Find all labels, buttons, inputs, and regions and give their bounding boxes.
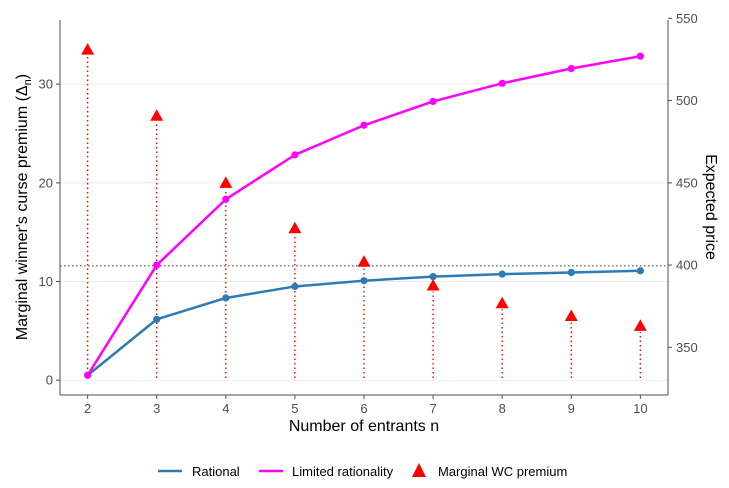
y-left-tick-label: 0 bbox=[46, 373, 53, 388]
limited-rationality-point bbox=[360, 121, 368, 129]
limited-rationality-point bbox=[429, 97, 437, 106]
limited-rationality-point bbox=[636, 52, 644, 60]
y-right-axis-title: Expected price bbox=[702, 154, 719, 260]
y-left-axis-title: Marginal winner's curse premium (Δn) bbox=[14, 74, 34, 340]
limited-rationality-point bbox=[291, 151, 299, 159]
premium-triangle-point bbox=[426, 278, 440, 291]
premium-triangle-point bbox=[495, 296, 509, 309]
rational-point bbox=[567, 268, 575, 277]
y-left-tick-label: 20 bbox=[39, 175, 53, 190]
rational-point bbox=[360, 277, 368, 285]
axes bbox=[59, 20, 669, 396]
x-axis-title: Number of entrants n bbox=[289, 418, 439, 435]
y-right-tick-label: 400 bbox=[676, 258, 698, 273]
legend-premium-label: Marginal WC premium bbox=[438, 464, 567, 479]
limited-rationality-point bbox=[84, 371, 92, 379]
ticks: 0 10 20 30 350 400 450 500 550 2 3 4 5 6 7 8 9 10 bbox=[39, 11, 698, 416]
premium-stems bbox=[86, 55, 642, 378]
y-right-tick-label: 550 bbox=[676, 11, 698, 26]
limited-rationality-point bbox=[222, 195, 230, 203]
y-right-tick-label: 450 bbox=[676, 175, 698, 190]
premium-triangle-point bbox=[81, 43, 95, 55]
rational-point bbox=[429, 272, 437, 281]
y-left-title-sub: n bbox=[22, 79, 34, 85]
legend: Rational Limited rationality Marginal WC… bbox=[158, 463, 567, 479]
x-tick-label: 3 bbox=[153, 401, 160, 416]
premium-triangle-point bbox=[357, 255, 371, 267]
rational-point bbox=[153, 315, 161, 323]
limited-rationality-point bbox=[498, 79, 506, 87]
limited-rationality-point bbox=[153, 261, 161, 269]
gridlines bbox=[60, 83, 668, 381]
x-tick-label: 2 bbox=[84, 401, 91, 416]
rational-point bbox=[636, 267, 644, 275]
rational-point bbox=[222, 294, 230, 302]
legend-limited-label: Limited rationality bbox=[292, 464, 394, 479]
x-tick-label: 9 bbox=[568, 401, 575, 416]
x-tick-label: 6 bbox=[360, 401, 367, 416]
x-tick-label: 7 bbox=[429, 401, 436, 416]
limited-rationality-point bbox=[567, 64, 575, 73]
y-left-tick-label: 30 bbox=[39, 77, 53, 92]
legend-rational-label: Rational bbox=[192, 464, 240, 479]
y-right-tick-label: 500 bbox=[676, 93, 698, 108]
rational-point bbox=[498, 270, 506, 278]
rational-point bbox=[291, 282, 299, 291]
premium-triangle-point bbox=[150, 109, 164, 121]
y-left-title-close: ) bbox=[14, 74, 31, 79]
y-left-title-main: Marginal winner's curse premium (Δ bbox=[14, 85, 31, 340]
series-points bbox=[81, 43, 647, 379]
y-right-tick-label: 350 bbox=[676, 340, 698, 355]
x-tick-label: 10 bbox=[633, 401, 647, 416]
premium-triangle-point bbox=[219, 176, 233, 188]
x-tick-label: 4 bbox=[222, 401, 229, 416]
premium-triangle-point bbox=[288, 221, 302, 234]
legend-premium-key bbox=[412, 463, 426, 477]
x-tick-label: 5 bbox=[291, 401, 298, 416]
y-left-tick-label: 10 bbox=[39, 274, 53, 289]
premium-triangle-point bbox=[633, 319, 647, 331]
premium-triangle-point bbox=[564, 309, 578, 322]
x-tick-label: 8 bbox=[499, 401, 506, 416]
